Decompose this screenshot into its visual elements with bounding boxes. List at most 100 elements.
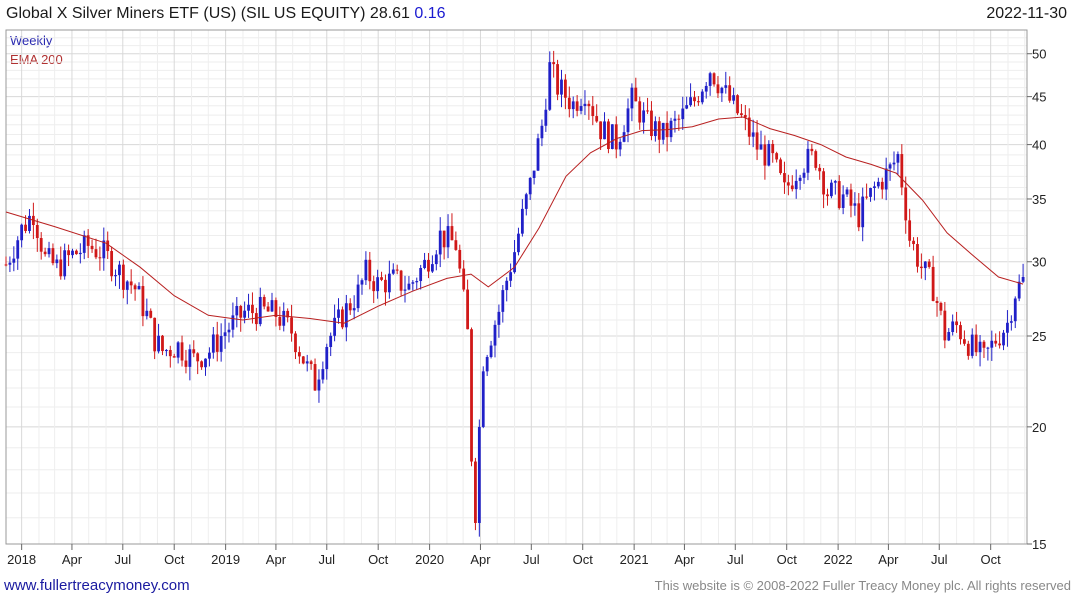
candle-up — [845, 189, 849, 195]
instrument-title: Global X Silver Miners ETF (US) (SIL US … — [6, 5, 410, 22]
candle-up — [978, 341, 982, 353]
legend-weekly: Weekly — [10, 33, 53, 48]
candle-down — [24, 224, 27, 231]
candle-down — [262, 296, 266, 307]
candle-up — [610, 124, 614, 150]
candle-down — [274, 300, 278, 317]
candle-down — [982, 341, 986, 348]
candle-down — [697, 101, 700, 103]
x-tick-label: Jul — [727, 552, 744, 567]
candle-up — [685, 105, 689, 109]
candle-up — [204, 358, 207, 368]
candle-down — [728, 85, 732, 101]
candle-down — [959, 325, 962, 340]
candle-down — [916, 244, 919, 267]
x-tick-label: Oct — [777, 552, 798, 567]
candle-up — [12, 258, 16, 263]
candle-up — [102, 240, 106, 259]
candle-up — [501, 290, 505, 312]
candle-up — [403, 289, 407, 291]
chart-date: 2022-11-30 — [986, 5, 1067, 22]
candle-down — [919, 266, 923, 269]
candle-down — [716, 84, 720, 94]
candle-down — [865, 196, 869, 198]
candle-up — [767, 143, 771, 166]
candle-up — [71, 250, 74, 256]
candle-up — [1006, 322, 1009, 333]
candle-down — [266, 306, 270, 312]
candle-down — [462, 268, 466, 290]
y-tick-label: 30 — [1032, 255, 1046, 270]
candle-down — [153, 317, 157, 352]
website-link[interactable]: www.fullertreacymoney.com — [4, 577, 190, 594]
candle-up — [114, 275, 117, 277]
candle-up — [360, 280, 364, 285]
candle-up — [704, 85, 708, 92]
x-tick-label: Apr — [674, 552, 695, 567]
candle-down — [904, 187, 908, 221]
candle-down — [297, 352, 301, 357]
candle-up — [82, 235, 86, 253]
candle-down — [215, 334, 219, 352]
candle-down — [786, 182, 790, 186]
candle-up — [145, 310, 149, 317]
candle-up — [376, 277, 380, 292]
candle-down — [442, 230, 446, 248]
candle-up — [896, 154, 900, 163]
y-tick-label: 15 — [1032, 537, 1046, 552]
candle-up — [673, 118, 677, 121]
legend-ema: EMA 200 — [10, 52, 63, 67]
candle-up — [317, 379, 321, 391]
candle-down — [657, 121, 661, 140]
candle-down — [963, 339, 966, 344]
candle-up — [560, 79, 563, 95]
candle-down — [955, 321, 958, 326]
candle-up — [337, 309, 340, 318]
candle-down — [192, 349, 196, 354]
candle-down — [587, 103, 591, 107]
candle-down — [466, 289, 470, 330]
candle-up — [176, 342, 180, 358]
candle-down — [470, 329, 473, 462]
candle-up — [419, 267, 423, 282]
candle-up — [923, 261, 927, 269]
candle-down — [994, 340, 998, 344]
candles — [4, 50, 1025, 537]
candle-down — [474, 461, 477, 523]
candle-up — [990, 340, 994, 348]
candle-up — [520, 208, 524, 234]
x-tick-label: Oct — [573, 552, 594, 567]
candle-up — [333, 317, 336, 336]
candle-up — [446, 226, 450, 248]
candle-down — [67, 250, 70, 256]
candle-up — [258, 296, 262, 325]
candle-up — [689, 97, 692, 106]
candle-down — [86, 235, 90, 246]
candle-down — [313, 364, 317, 391]
candle-down — [974, 334, 978, 353]
x-tick-label: 2018 — [7, 552, 36, 567]
candle-down — [168, 349, 172, 357]
candle-down — [556, 64, 559, 95]
candle-up — [536, 138, 540, 171]
candle-down — [614, 124, 618, 150]
candle-up — [630, 87, 634, 109]
candle-down — [172, 356, 176, 358]
candle-down — [810, 148, 814, 152]
x-tick-label: Oct — [164, 552, 185, 567]
candle-up — [47, 248, 51, 255]
candle-down — [184, 360, 188, 367]
candle-down — [595, 116, 599, 122]
candle-up — [681, 108, 685, 120]
candle-down — [59, 259, 63, 277]
candle-up — [415, 281, 419, 283]
candle-down — [368, 259, 372, 282]
candle-up — [1013, 298, 1017, 322]
candle-up — [622, 132, 626, 142]
candle-up — [540, 125, 544, 139]
candle-down — [90, 245, 94, 250]
x-tick-label: Apr — [470, 552, 491, 567]
candle-down — [712, 73, 716, 85]
candle-down — [998, 343, 1002, 346]
candle-up — [78, 252, 82, 255]
